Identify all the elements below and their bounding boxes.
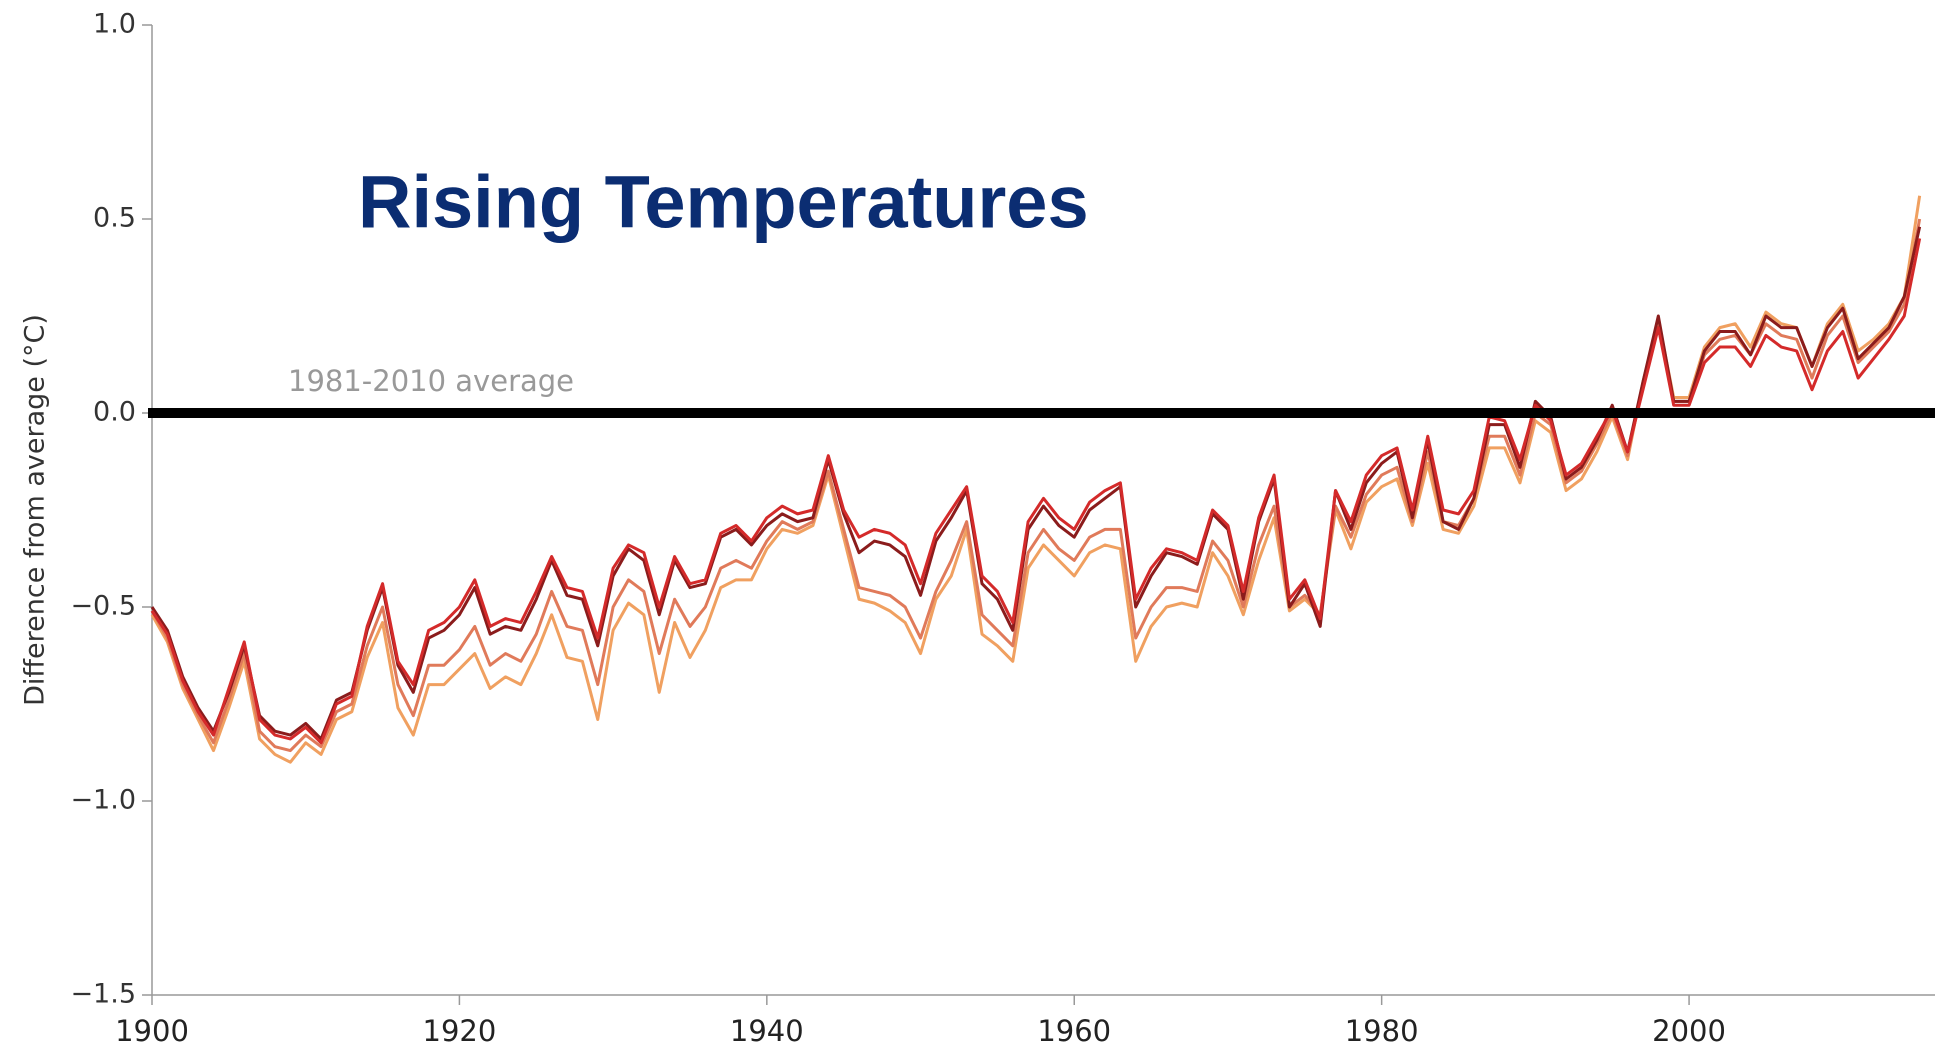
- x-tick-label: 1920: [423, 1014, 497, 1048]
- y-tick-label: 1.0: [93, 9, 136, 40]
- y-tick-label: −1.0: [70, 785, 136, 816]
- y-axis-label: Difference from average (°C): [20, 314, 51, 706]
- chart-title: Rising Temperatures: [358, 161, 1089, 244]
- y-tick-label: 0.5: [93, 203, 136, 234]
- x-tick-label: 2000: [1652, 1014, 1726, 1048]
- reference-label: 1981-2010 average: [288, 364, 574, 398]
- temperature-line: [150, 238, 1922, 745]
- x-tick-label: 1900: [115, 1014, 189, 1048]
- y-tick-label: −0.5: [70, 591, 136, 622]
- x-tick-label: 1940: [730, 1014, 804, 1048]
- y-tick-label: −1.5: [70, 979, 136, 1010]
- x-tick-label: 1980: [1345, 1014, 1419, 1048]
- y-tick-label: 0.0: [93, 397, 136, 428]
- x-tick-label: 1960: [1037, 1014, 1111, 1048]
- temperature-line: [150, 226, 1922, 741]
